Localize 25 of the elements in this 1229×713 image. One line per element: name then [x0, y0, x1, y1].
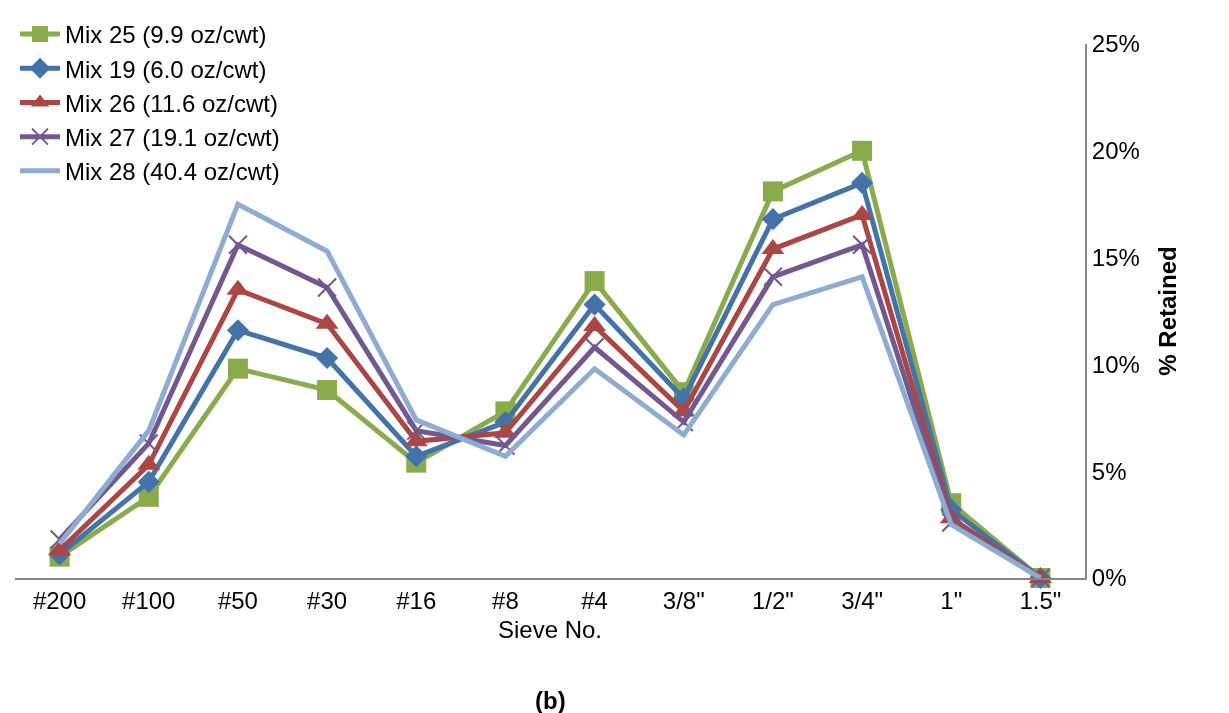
- y-tick-label: 10%: [1091, 350, 1140, 378]
- y-tick-label: 20%: [1091, 137, 1140, 165]
- x-tick-label: #50: [217, 586, 258, 614]
- y-tick-label: 0%: [1091, 564, 1127, 592]
- x-tick-label: #8: [492, 586, 519, 614]
- x-tick-label: 3/8": [662, 586, 705, 614]
- x-tick-label: #16: [396, 586, 437, 614]
- legend-label: Mix 19 (6.0 oz/cwt): [65, 55, 267, 83]
- x-tick-label: #100: [122, 586, 176, 614]
- y-tick-label: 25%: [1091, 30, 1140, 58]
- x-tick-label: #200: [32, 586, 87, 614]
- x-tick-label: 3/4": [841, 586, 884, 614]
- y-tick-label: 5%: [1091, 457, 1127, 485]
- x-tick-label: 1.5": [1019, 586, 1062, 614]
- legend-label: Mix 26 (11.6 oz/cwt): [65, 89, 278, 117]
- y-axis-title: % Retained: [1153, 246, 1181, 376]
- x-tick-label: 1": [940, 586, 963, 614]
- x-axis-title: Sieve No.: [497, 615, 603, 643]
- legend-label: Mix 28 (40.4 oz/cwt): [65, 158, 280, 186]
- x-tick-label: #30: [307, 586, 348, 614]
- x-tick-label: #4: [581, 586, 608, 614]
- y-tick-label: 15%: [1091, 244, 1140, 271]
- legend-label: Mix 27 (19.1 oz/cwt): [65, 124, 280, 152]
- x-tick-label: 1/2": [751, 586, 794, 614]
- legend-label: Mix 25 (9.9 oz/cwt): [65, 21, 267, 49]
